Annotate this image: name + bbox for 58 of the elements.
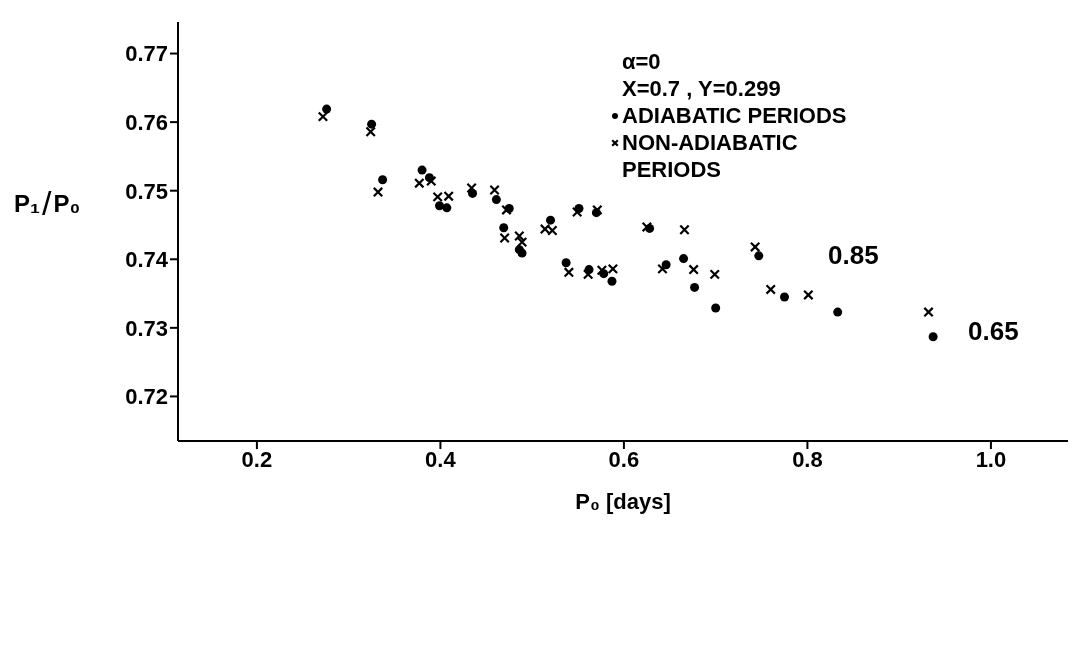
legend-label: ADIABATIC PERIODS [622, 102, 848, 129]
point [571, 206, 583, 218]
point [466, 182, 477, 194]
annotation: 0.85 [828, 240, 879, 271]
point [923, 306, 934, 318]
y-tick-label: 0.72 [125, 384, 168, 410]
x-tick-label: 0.6 [608, 446, 640, 472]
x-tick-label: 0.4 [425, 446, 457, 472]
point [690, 282, 700, 292]
point [779, 292, 789, 302]
point [803, 289, 814, 301]
y-axis-title: P₁/P₀ [14, 184, 81, 223]
point [417, 165, 427, 175]
x-tick-label: 0.8 [792, 446, 823, 472]
point [435, 201, 444, 211]
point [365, 126, 376, 138]
point [372, 186, 384, 198]
point [928, 332, 938, 342]
point [679, 224, 690, 236]
point [442, 203, 452, 213]
point [322, 104, 332, 114]
point [317, 111, 329, 122]
y-tick-label: 0.76 [125, 109, 168, 135]
point [499, 232, 510, 244]
point [749, 241, 761, 253]
point [378, 175, 388, 185]
point [582, 269, 594, 280]
x-tick-label: 1.0 [975, 446, 1007, 472]
y-tick-label: 0.75 [125, 178, 168, 204]
point [592, 204, 603, 216]
y-tick-label: 0.77 [125, 41, 168, 67]
point [641, 221, 653, 233]
annotation: X=0.7 , Y=0.299 [621, 75, 782, 102]
annotation: 0.65 [968, 316, 1019, 347]
point [491, 195, 501, 205]
annotation: α=0 [621, 48, 662, 75]
legend-label: NON-ADIABATIC PERIODS [622, 129, 799, 183]
point [367, 119, 377, 129]
y-tick-label: 0.74 [125, 247, 169, 273]
point [499, 223, 509, 233]
point [514, 230, 525, 242]
point [679, 254, 689, 264]
point [546, 215, 556, 225]
point [754, 251, 764, 261]
x-axis-title: P₀ [days] [575, 489, 671, 514]
y-tick-label: 0.73 [125, 315, 168, 341]
point [516, 236, 528, 248]
point [563, 267, 575, 278]
point [833, 307, 843, 317]
point [711, 303, 721, 313]
point [561, 258, 571, 268]
x-tick-label: 0.2 [241, 446, 273, 472]
point [709, 269, 721, 280]
point [489, 184, 500, 196]
point [607, 276, 617, 286]
point [765, 284, 777, 295]
point [657, 263, 668, 275]
point [688, 264, 699, 275]
